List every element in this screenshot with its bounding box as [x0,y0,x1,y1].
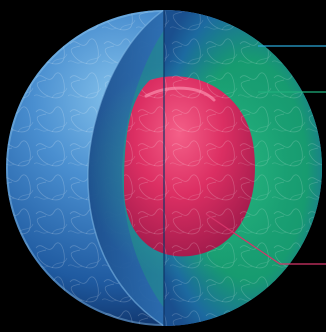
inner-core [124,76,255,257]
callout-inner-core [205,213,326,265]
